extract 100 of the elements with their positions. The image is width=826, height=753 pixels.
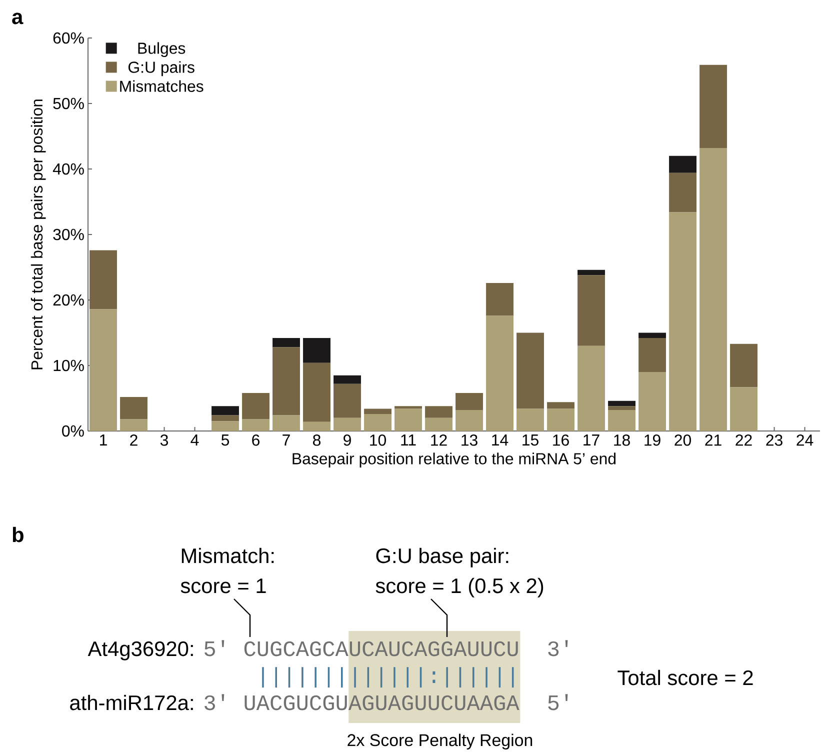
bar — [638, 338, 666, 372]
x-tick-label: 13 — [462, 434, 478, 446]
x-tick-label: 14 — [492, 434, 508, 446]
y-tick-label: 50% — [53, 98, 84, 110]
text: 5′ — [548, 694, 568, 710]
bar — [730, 387, 758, 431]
y-tick-label: 40% — [52, 163, 84, 175]
x-tick-label: 17 — [584, 434, 600, 446]
bar — [303, 422, 330, 431]
bar — [700, 64, 727, 148]
x-tick-label: 2 — [130, 434, 138, 446]
y-tick-label: 20% — [53, 294, 84, 306]
text: UACGUCGUAGUAGUUCUAAGA — [244, 695, 520, 710]
bar — [486, 282, 514, 316]
x-tick-label: 22 — [736, 434, 752, 446]
x-tick-label: 15 — [522, 434, 538, 446]
text: b — [12, 526, 24, 542]
legend-label: Mismatches — [120, 80, 204, 92]
x-tick-label: 8 — [313, 434, 320, 446]
bar — [456, 393, 483, 410]
y-tick-label: 30% — [53, 228, 84, 240]
bar — [547, 402, 574, 409]
bar — [608, 400, 636, 406]
bar — [638, 332, 666, 338]
x-tick-label: 7 — [282, 434, 290, 446]
bar — [516, 408, 544, 431]
bar — [669, 156, 696, 173]
text: score = 1 (0.5 x 2) — [376, 578, 544, 598]
bar — [242, 419, 270, 431]
y-tick-label: 10% — [54, 360, 84, 372]
bar — [272, 338, 300, 348]
x-tick-label: 10 — [370, 434, 386, 446]
x-tick-label: 24 — [796, 434, 814, 446]
x-tick-label: 21 — [705, 434, 722, 446]
bar — [334, 418, 361, 431]
bar — [730, 344, 758, 388]
bar — [425, 418, 452, 431]
y-axis-title: Percent of total base pairs per position — [30, 100, 46, 370]
y-tick-label: 60% — [53, 32, 84, 44]
bar — [120, 419, 148, 431]
text: At4g36920: — [88, 641, 193, 660]
x-tick-label: 4 — [190, 434, 199, 446]
text: 5′ — [204, 640, 224, 656]
bar — [90, 250, 117, 310]
bar — [669, 212, 696, 431]
bar — [486, 316, 514, 431]
legend-label: G:U pairs — [128, 61, 194, 76]
bar — [334, 384, 361, 418]
bar — [516, 332, 544, 409]
bar — [608, 406, 636, 410]
bar — [638, 372, 666, 431]
text: 2x Score Penalty Region — [348, 734, 532, 750]
bar — [364, 414, 392, 431]
x-tick-label: 1 — [100, 434, 107, 446]
x-tick-label: 20 — [674, 434, 691, 446]
bar — [90, 309, 117, 431]
bar — [212, 406, 239, 416]
bar — [456, 410, 483, 431]
x-tick-label: 19 — [644, 434, 660, 446]
x-tick-label: 18 — [614, 434, 630, 446]
bar — [272, 347, 300, 416]
text: CUGCAGCAUCAUCAGGAUUCU — [244, 641, 518, 656]
x-tick-label: 3 — [160, 434, 168, 446]
bar — [303, 362, 330, 422]
y-tick-label: 0% — [62, 425, 84, 437]
bar — [394, 408, 422, 431]
bar — [547, 408, 574, 431]
text: 3′ — [548, 640, 568, 656]
text: ath-miR172a: — [70, 694, 193, 710]
x-tick-label: 6 — [252, 434, 260, 446]
text: Mismatch: — [182, 548, 274, 564]
bar — [120, 396, 148, 420]
bar — [700, 148, 727, 431]
text: 3′ — [204, 694, 224, 710]
legend-label: Bulges — [138, 42, 186, 58]
chart-title: a — [12, 12, 24, 24]
bar — [669, 172, 696, 212]
bar — [272, 415, 300, 431]
x-tick-label: 23 — [766, 434, 782, 446]
bar — [608, 410, 636, 431]
bar — [578, 346, 605, 431]
text: G:U base pair: — [376, 548, 508, 568]
text: Total score = 2 — [618, 670, 753, 686]
text: score = 1 — [180, 578, 266, 594]
text: |||||||||||||:|||||| — [262, 667, 514, 688]
bar — [578, 270, 605, 276]
x-tick-label: 12 — [431, 434, 447, 446]
bar — [425, 406, 452, 418]
x-tick-label: 11 — [401, 434, 416, 446]
bar — [578, 275, 605, 346]
bar — [364, 408, 392, 414]
bar — [334, 375, 361, 384]
x-tick-label: 16 — [553, 434, 569, 446]
x-tick-label: 5 — [221, 434, 230, 446]
bar — [303, 338, 330, 363]
bar — [212, 421, 239, 431]
x-axis-title: Basepair position relative to the miRNA 5’ end — [292, 452, 616, 468]
bar — [394, 406, 422, 409]
x-tick-label: 9 — [344, 434, 351, 446]
bar — [212, 415, 239, 422]
